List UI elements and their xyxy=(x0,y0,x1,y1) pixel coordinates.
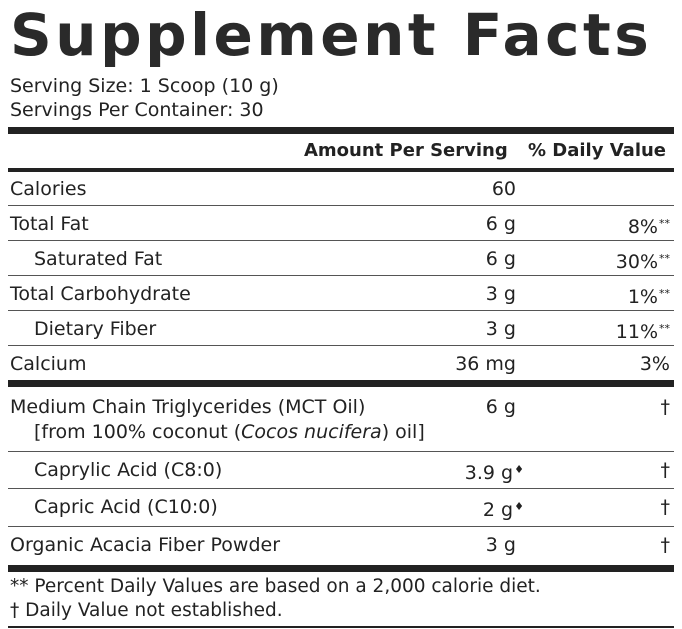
row-dv-total-carbohydrate: 1%** xyxy=(628,282,670,309)
row-amount-capric-acid: 2 g♦ xyxy=(483,495,524,522)
row-amount-total-fat: 6 g xyxy=(485,213,516,235)
mct-source-suffix: ) oil] xyxy=(381,421,425,443)
footnote-daily-values: ** Percent Daily Values are based on a 2… xyxy=(10,576,541,597)
dv-footnote-mark: ** xyxy=(659,287,670,300)
servings-per-container: Servings Per Container: 30 xyxy=(10,99,264,121)
divider-row xyxy=(8,240,674,241)
serving-size: Serving Size: 1 Scoop (10 g) xyxy=(10,75,279,97)
footnote-not-established: † Daily Value not established. xyxy=(10,600,283,621)
header-amount-per-serving: Amount Per Serving xyxy=(304,140,508,161)
row-label-caprylic-acid: Caprylic Acid (C8:0) xyxy=(34,459,223,481)
row-label-calories: Calories xyxy=(10,178,87,200)
row-amount-dietary-fiber: 3 g xyxy=(485,318,516,340)
row-label-calcium: Calcium xyxy=(10,353,87,375)
divider-row xyxy=(8,488,674,489)
amount-footnote-mark: ♦ xyxy=(514,500,524,513)
row-label-dietary-fiber: Dietary Fiber xyxy=(34,318,157,340)
mct-source-prefix: [from 100% coconut ( xyxy=(34,421,242,443)
dv-footnote-mark: ** xyxy=(659,252,670,265)
row-dv-mct-oil: † xyxy=(660,396,671,418)
row-amount-calories: 60 xyxy=(491,178,516,200)
mct-source-note: [from 100% coconut (Cocos nucifera) oil] xyxy=(34,420,425,444)
mct-source-species: Cocos nucifera xyxy=(241,421,382,443)
divider-thick-top xyxy=(8,127,674,134)
row-label-total-carbohydrate: Total Carbohydrate xyxy=(10,283,191,305)
divider-thick-bottom xyxy=(8,565,674,572)
dv-value: 8% xyxy=(627,216,658,238)
divider-bottom-edge xyxy=(8,626,674,628)
row-label-saturated-fat: Saturated Fat xyxy=(34,248,163,270)
row-label-mct-oil: Medium Chain Triglycerides (MCT Oil) xyxy=(10,396,366,418)
row-dv-saturated-fat: 30%** xyxy=(616,247,670,274)
divider-row xyxy=(8,205,674,206)
row-amount-saturated-fat: 6 g xyxy=(485,248,516,270)
row-dv-total-fat: 8%** xyxy=(628,212,670,239)
row-dv-caprylic-acid: † xyxy=(660,459,671,481)
row-dv-capric-acid: † xyxy=(660,496,671,518)
dv-value: 1% xyxy=(627,286,658,308)
amount-value: 2 g xyxy=(482,499,514,521)
divider-row xyxy=(8,310,674,311)
dv-value: 30% xyxy=(615,251,658,273)
amount-footnote-mark: ♦ xyxy=(514,463,524,476)
row-amount-acacia-fiber: 3 g xyxy=(485,534,516,556)
row-dv-calcium: 3% xyxy=(639,353,670,375)
divider-row xyxy=(8,345,674,346)
row-label-acacia-fiber: Organic Acacia Fiber Powder xyxy=(10,534,281,556)
divider-row xyxy=(8,275,674,276)
row-label-capric-acid: Capric Acid (C10:0) xyxy=(34,496,218,518)
page-title: Supplement Facts xyxy=(10,1,653,69)
row-amount-caprylic-acid: 3.9 g♦ xyxy=(465,458,524,485)
row-amount-calcium: 36 mg xyxy=(455,353,516,375)
divider-header xyxy=(8,168,674,172)
dv-value: 11% xyxy=(615,321,658,343)
row-amount-total-carbohydrate: 3 g xyxy=(485,283,516,305)
dv-footnote-mark: ** xyxy=(659,217,670,230)
row-label-total-fat: Total Fat xyxy=(10,213,89,235)
row-dv-acacia-fiber: † xyxy=(660,534,671,556)
row-dv-dietary-fiber: 11%** xyxy=(616,317,670,344)
divider-thick-middle xyxy=(8,380,674,387)
divider-row xyxy=(8,451,674,452)
header-daily-value: % Daily Value xyxy=(528,140,667,161)
dv-footnote-mark: ** xyxy=(659,322,670,335)
divider-row xyxy=(8,526,674,527)
amount-value: 3.9 g xyxy=(464,462,514,484)
row-amount-mct-oil: 6 g xyxy=(485,396,516,418)
